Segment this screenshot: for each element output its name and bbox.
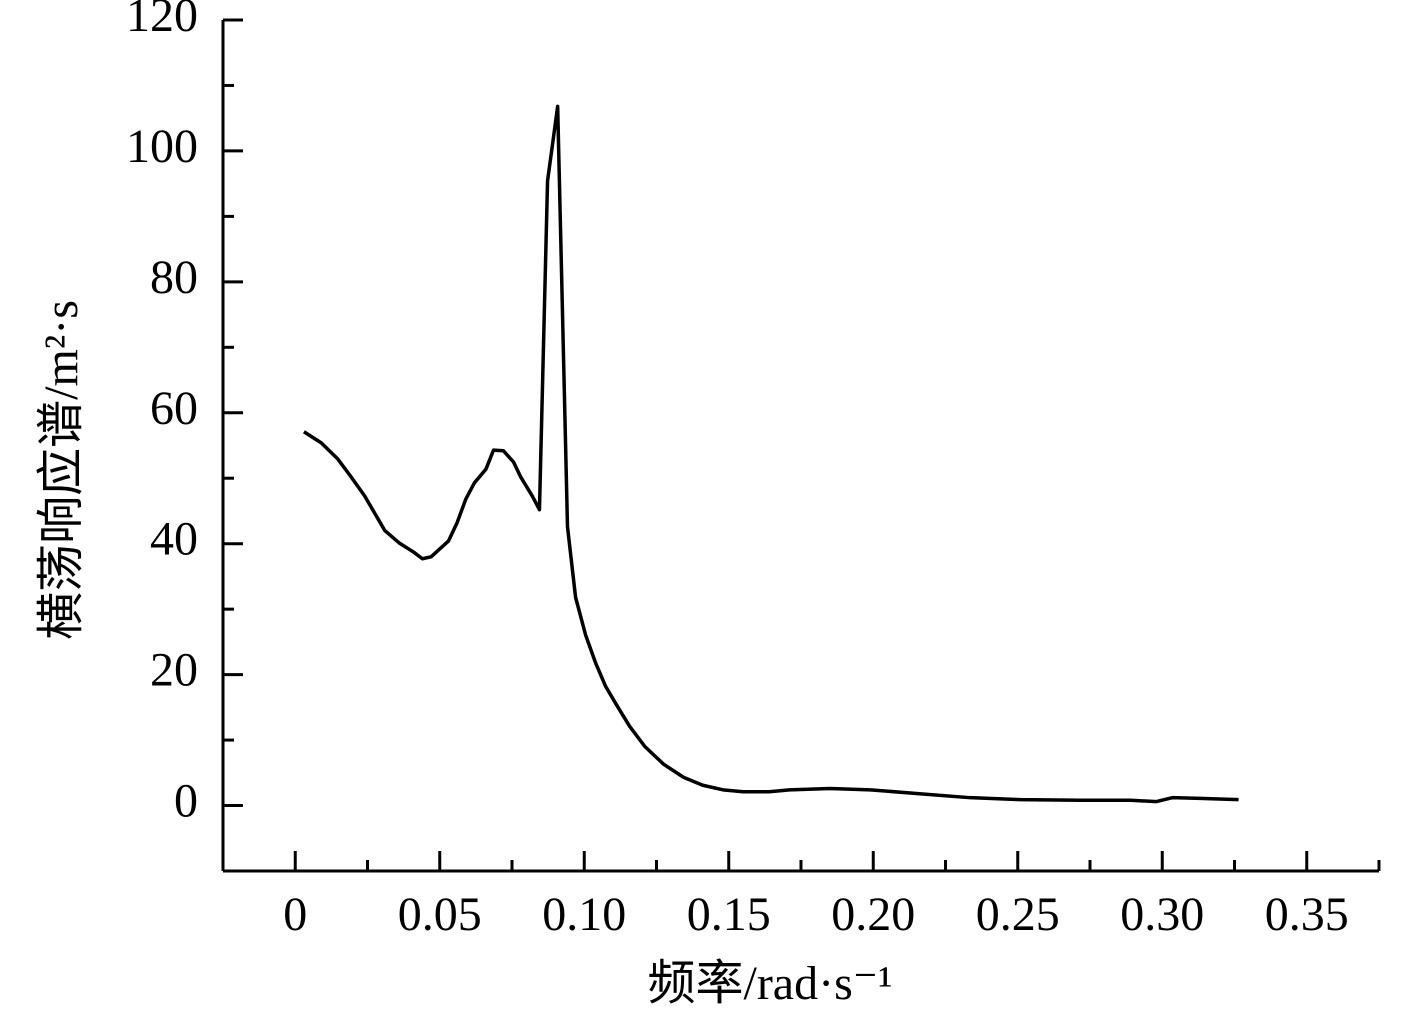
x-tick-label: 0.35 (1265, 888, 1349, 941)
x-tick-label: 0.15 (687, 888, 771, 941)
x-tick-label: 0.05 (398, 888, 482, 941)
y-tick-label: 60 (150, 382, 198, 435)
y-tick-label: 80 (150, 251, 198, 304)
x-tick-label: 0.30 (1120, 888, 1204, 941)
y-tick-label: 120 (126, 0, 198, 42)
x-tick-label: 0.20 (831, 888, 915, 941)
x-tick-label: 0.10 (542, 888, 626, 941)
line-series (302, 104, 1239, 804)
y-tick-label: 100 (126, 120, 198, 173)
x-tick-label: 0 (283, 888, 307, 941)
x-axis-title: 频率/rad·s⁻¹ (647, 957, 892, 1010)
y-tick-label: 20 (150, 644, 198, 697)
y-tick-label: 0 (174, 775, 198, 828)
y-tick-label: 40 (150, 513, 198, 566)
y-axis-title: 横荡响应谱/m²·s (35, 300, 88, 640)
x-tick-label: 0.25 (976, 888, 1060, 941)
